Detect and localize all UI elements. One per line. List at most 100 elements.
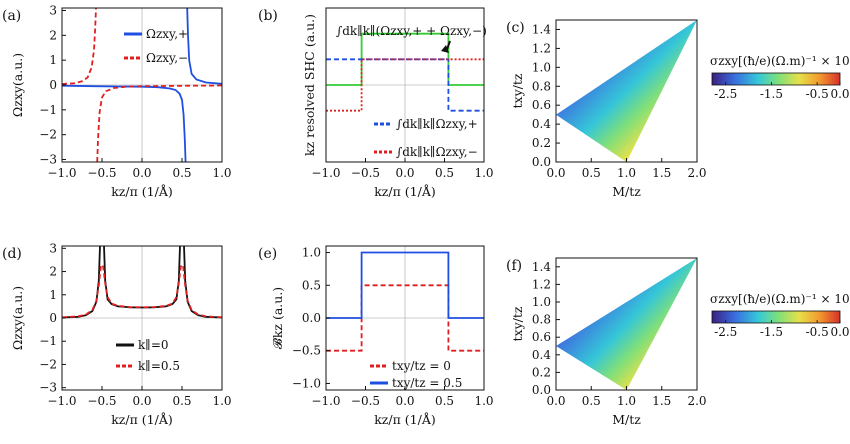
colorbar-label: σzxy[(ħ/e)(Ω.m)⁻¹ × 10⁵] <box>710 54 850 68</box>
y-tick-label: 1.2 <box>532 277 551 291</box>
annotation-text: ∫dk∥k∥(Ωzxy,+ + Ωzxy,−) <box>336 24 487 38</box>
y-axis-label: Ωzxy(a.u.) <box>10 286 25 350</box>
y-tick-label: 0.8 <box>532 79 551 93</box>
series-line-0 <box>186 8 222 85</box>
y-tick-label: 2 <box>49 265 57 279</box>
legend-label-1: Ωzxy,− <box>146 51 188 65</box>
y-tick-label: 0.0 <box>302 311 321 325</box>
x-tick-label: 0.5 <box>172 166 191 180</box>
x-tick-label: 0.0 <box>546 166 565 180</box>
colorbar-tick-label: -2.5 <box>714 87 737 101</box>
x-tick-label: 1.5 <box>652 394 671 408</box>
y-tick-label: 0.8 <box>532 313 551 327</box>
panel-b: −1.0 −0.5 0.0 0.5 1.0 kz/π (1/Å) kz resolved S… <box>258 7 494 199</box>
x-tick-label: 1.0 <box>474 166 493 180</box>
y-tick-label: 1 <box>49 288 57 302</box>
panel-f: 0.0 0.5 1.0 1.5 2.0 0.0 0.2 0.4 0.6 0.8 1.0 1.2 1.4 M… <box>506 257 850 427</box>
x-tick-label: 0.0 <box>132 394 151 408</box>
y-tick-label: 0.6 <box>532 98 551 112</box>
y-tick-label: −0.5 <box>292 344 321 358</box>
y-tick-label: 3 <box>49 3 57 17</box>
plot-frame <box>555 257 698 391</box>
x-tick-label: 0.0 <box>395 394 414 408</box>
y-tick-label: 1.0 <box>532 60 551 74</box>
plot-frame <box>61 7 223 163</box>
y-axis-label: txy/tz <box>510 306 525 341</box>
x-tick-label: 1.5 <box>652 166 671 180</box>
series-line-1 <box>96 84 222 162</box>
x-tick-label: 0.0 <box>546 394 565 408</box>
series-line-0 <box>62 84 187 162</box>
x-tick-label: 0.5 <box>582 394 601 408</box>
x-axis-label: kz/π (1/Å) <box>374 184 436 199</box>
series-line-1 <box>62 8 97 85</box>
series-group <box>326 32 484 112</box>
colorbar-tick-label: -2.5 <box>714 325 737 339</box>
y-tick-label: −1 <box>39 103 57 117</box>
y-tick-label: 0 <box>49 78 57 92</box>
y-tick-label: −3 <box>39 153 57 167</box>
series-group <box>62 246 222 390</box>
y-tick-label: 0.2 <box>532 136 551 150</box>
x-tick-label: 0.0 <box>395 166 414 180</box>
x-tick-label: 1.0 <box>617 166 636 180</box>
y-tick-label: −2 <box>39 128 57 142</box>
series-line-2 <box>326 58 484 112</box>
panel-e: −1.0 −0.5 0.0 0.5 1.0 −1.0 −0.5 0.0 0.5 1.0 kz/π (… <box>258 245 494 427</box>
x-tick-label: 1.0 <box>474 394 493 408</box>
x-tick-label: −0.5 <box>351 166 380 180</box>
colorbar-tick-label: 0.0 <box>830 87 849 101</box>
panel-label: (f) <box>506 258 522 274</box>
legend-label-0: Ωzxy,+ <box>146 27 188 41</box>
panel-c: 0.0 0.5 1.0 1.5 2.0 0.0 0.2 0.4 0.6 0.8 1.0 1.2 1.4 M… <box>506 19 850 199</box>
legend-label-1: txy/tz = 0.5 <box>392 376 462 390</box>
y-tick-label: 0.0 <box>532 383 551 397</box>
sigma-region <box>556 258 697 390</box>
series-group <box>62 8 222 162</box>
colorbar-tick-label: -1.5 <box>760 325 783 339</box>
panel-label: (e) <box>258 246 277 262</box>
y-tick-label: 1 <box>49 53 57 67</box>
x-tick-label: 1.0 <box>617 394 636 408</box>
y-tick-label: −2 <box>39 357 57 371</box>
y-tick-label: 0.4 <box>532 117 551 131</box>
x-tick-label: −0.5 <box>87 394 116 408</box>
panel-label: (a) <box>2 8 21 24</box>
plot-frame <box>325 7 485 163</box>
y-tick-label: 1.4 <box>532 260 551 274</box>
y-tick-label: 0.0 <box>532 155 551 169</box>
y-tick-label: 1.0 <box>302 246 321 260</box>
x-tick-label: −1.0 <box>47 394 76 408</box>
series-line-1 <box>326 58 484 112</box>
legend-label-1: k∥=0.5 <box>138 359 180 373</box>
colorbar-tick-label: -1.5 <box>760 87 783 101</box>
y-tick-label: 3 <box>49 241 57 255</box>
x-axis-label: M/tz <box>612 412 641 427</box>
x-tick-label: 2.0 <box>687 166 706 180</box>
series-line-0 <box>326 284 484 352</box>
x-tick-label: −1.0 <box>47 166 76 180</box>
y-axis-label: 𝓑kz (a.u.) <box>270 287 285 349</box>
series-line-1 <box>62 262 222 319</box>
y-axis-label: txy/tz <box>510 73 525 108</box>
panel-a: −1.0 −0.5 0.0 0.5 1.0 −3 −2 −1 0 1 2 3 kz/π (1/Å) Ωzx… <box>2 3 232 199</box>
x-tick-label: 0.5 <box>435 394 454 408</box>
x-tick-label: 0.5 <box>582 166 601 180</box>
panel-label: (d) <box>2 246 22 262</box>
x-tick-label: 2.0 <box>687 394 706 408</box>
panel-d: −1.0 −0.5 0.0 0.5 1.0 −3 −2 −1 0 1 2 3 kz/π (1/Å) Ωzx… <box>2 241 232 427</box>
panel-label: (b) <box>258 8 278 24</box>
series-group <box>326 251 484 352</box>
y-axis-label: kz resolved SHC (a.u.) <box>302 14 317 156</box>
x-tick-label: 0.0 <box>132 166 151 180</box>
plot-frame <box>555 19 698 163</box>
x-axis-label: kz/π (1/Å) <box>374 412 436 427</box>
plot-frame <box>61 245 223 391</box>
y-tick-label: 1.2 <box>532 41 551 55</box>
y-tick-label: 0 <box>49 311 57 325</box>
y-tick-label: 0.4 <box>532 348 551 362</box>
legend-label-1: ∫dk∥k∥Ωzxy,+ <box>396 117 478 131</box>
x-tick-label: 0.5 <box>435 166 454 180</box>
x-axis-label: kz/π (1/Å) <box>111 184 173 199</box>
